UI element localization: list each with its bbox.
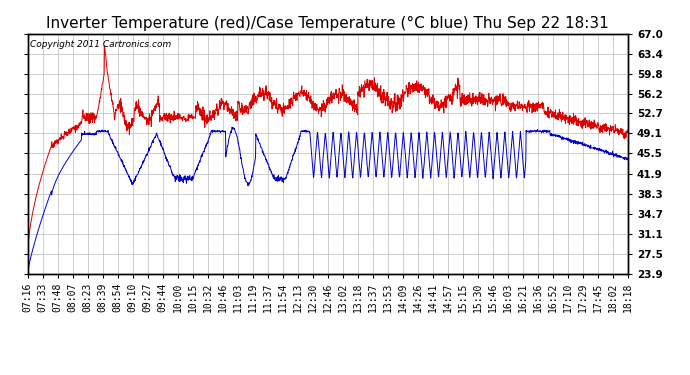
- Title: Inverter Temperature (red)/Case Temperature (°C blue) Thu Sep 22 18:31: Inverter Temperature (red)/Case Temperat…: [46, 16, 609, 31]
- Text: Copyright 2011 Cartronics.com: Copyright 2011 Cartronics.com: [30, 40, 171, 49]
